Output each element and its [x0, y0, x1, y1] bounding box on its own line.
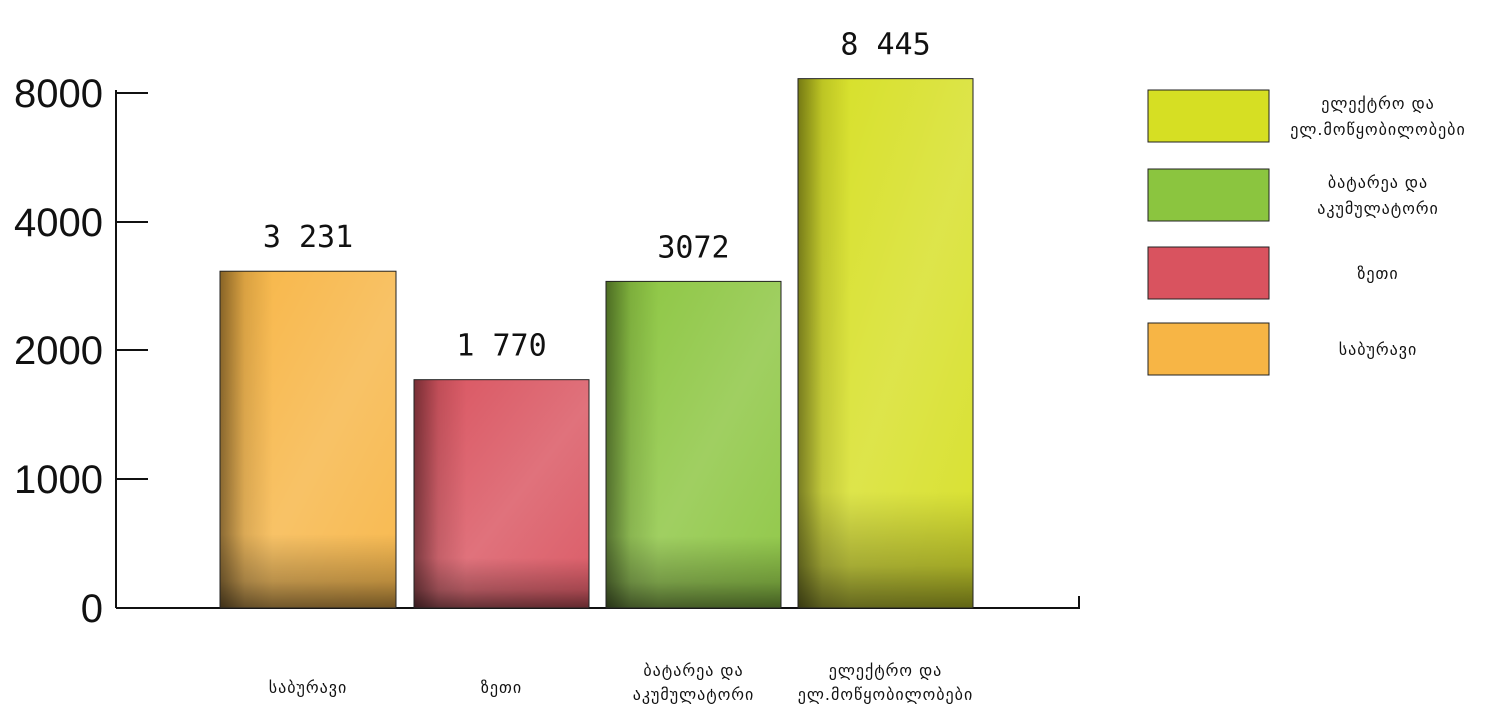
bar-outline — [605, 280, 782, 609]
y-ticks: 0 1000 2000 4000 8000 — [14, 72, 148, 631]
legend-label: ელექტრო და — [1321, 94, 1435, 113]
legend-swatch — [1147, 89, 1270, 143]
x-category-label: ზეთი — [481, 678, 522, 697]
legend-swatch — [1147, 168, 1270, 222]
bar-outline — [413, 379, 590, 609]
x-category-label: საბურავი — [269, 678, 347, 697]
bar-value-label: 8 445 — [840, 28, 930, 63]
legend-swatch — [1147, 246, 1270, 300]
category-labels: საბურავი ზეთი ბატარეა და აკუმულატორი ელექტრო… — [269, 661, 973, 704]
y-tick-label: 8000 — [14, 72, 103, 116]
legend-label: აკუმულატორი — [1317, 199, 1439, 218]
y-tick-label: 0 — [81, 587, 103, 631]
bar — [605, 280, 782, 609]
x-category-label: ელ.მოწყობილობები — [798, 685, 973, 704]
bar — [797, 78, 974, 609]
bar-value-label: 1 770 — [456, 329, 546, 364]
legend-label: საბურავი — [1339, 340, 1417, 359]
y-tick-label: 1000 — [14, 458, 103, 502]
y-tick-label: 4000 — [14, 201, 103, 245]
x-category-label: ელექტრო და — [829, 661, 943, 680]
legend-label: ზეთი — [1357, 264, 1398, 283]
legend-label: ბატარეა და — [1328, 173, 1428, 192]
y-tick-label: 2000 — [14, 329, 103, 373]
bar-outline — [797, 78, 974, 609]
x-category-label: ბატარეა და — [643, 661, 743, 680]
bars — [219, 78, 974, 609]
bar-value-label: 3 231 — [263, 220, 353, 255]
bar-outline — [219, 270, 397, 609]
bar-value-label: 3072 — [657, 230, 729, 265]
bar-shade-bottom — [798, 78, 973, 609]
legend-item: ზეთი — [1147, 246, 1398, 300]
legend-label: ელ.მოწყობილობები — [1290, 120, 1465, 139]
bar — [413, 379, 590, 609]
legend-item: საბურავი — [1147, 322, 1417, 376]
bar-shade-bottom — [414, 379, 589, 608]
x-category-label: აკუმულატორი — [633, 685, 755, 704]
legend: ელექტრო და ელ.მოწყობილობები ბატარეა და აკუმ… — [1147, 89, 1465, 376]
legend-swatch — [1147, 322, 1270, 376]
legend-item: ბატარეა და აკუმულატორი — [1147, 168, 1439, 222]
legend-item: ელექტრო და ელ.მოწყობილობები — [1147, 89, 1465, 143]
bar — [219, 270, 397, 609]
bar-shade-bottom — [606, 281, 781, 608]
value-labels: 3 231 1 770 3072 8 445 — [263, 28, 931, 364]
bar-shade-bottom — [220, 271, 396, 608]
